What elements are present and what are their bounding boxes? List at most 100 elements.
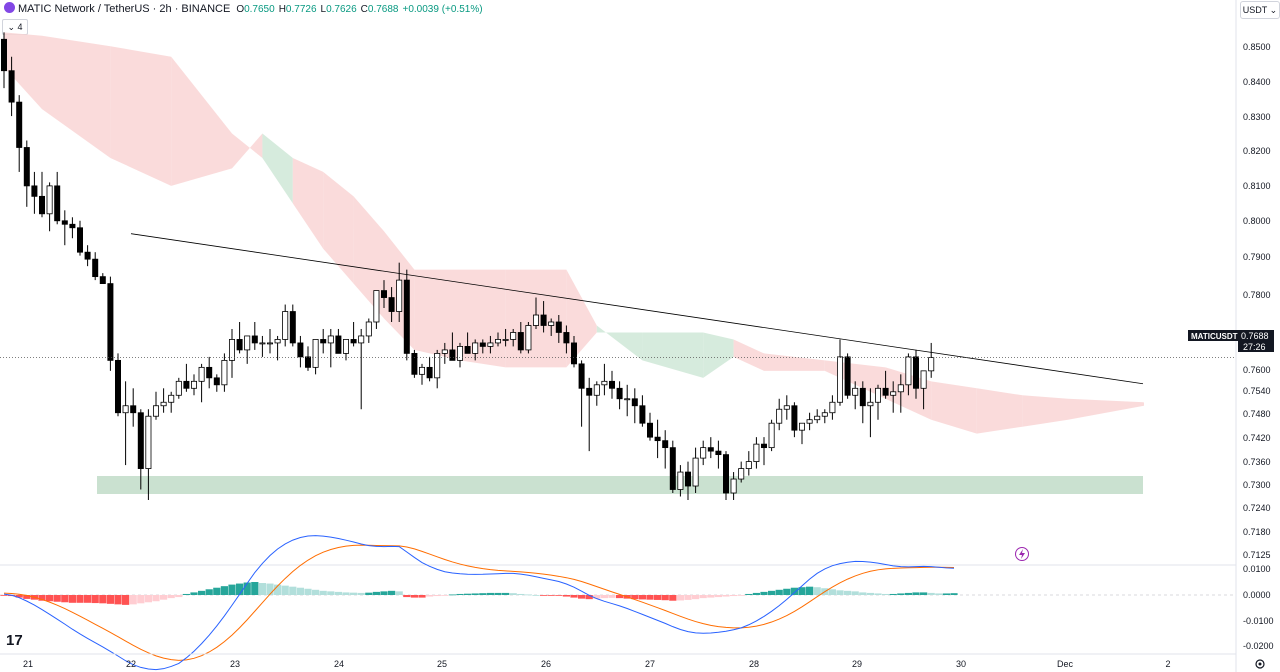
candle (464, 332, 471, 354)
change-value: +0.0039 (+0.51%) (402, 4, 483, 15)
time-tick-label: 25 (437, 659, 447, 669)
macd-line (3, 535, 955, 671)
candle (342, 339, 349, 361)
candle-body (84, 251, 91, 260)
candle (586, 377, 593, 452)
macd-hist-bar (486, 592, 494, 595)
candle-body (525, 325, 532, 351)
macd-hist-bar (585, 595, 593, 600)
candle (654, 419, 661, 459)
candle (829, 395, 836, 420)
candle-body (586, 387, 593, 396)
close-value: 0.7688 (367, 4, 399, 15)
macd-hist-bar (524, 594, 532, 596)
macd-hist-bar (160, 595, 168, 600)
macd-hist-bar (388, 590, 396, 595)
price-tick-label: 0.7540 (1243, 386, 1271, 396)
time-tick-label: 27 (645, 659, 655, 669)
candle-body (244, 335, 251, 351)
candle-body (373, 290, 380, 323)
candle (669, 440, 676, 493)
macd-hist-bar (479, 593, 487, 595)
candle (449, 332, 456, 361)
candle-body (533, 314, 540, 326)
candle-body (639, 405, 646, 424)
symbol-tag-bg (1188, 330, 1238, 341)
cloud-segment (1068, 398, 1144, 420)
macd-hist-bar (570, 595, 578, 598)
candle (799, 422, 806, 445)
macd-hist-bar (714, 595, 722, 598)
candle (525, 321, 532, 354)
macd-hist-bar (258, 583, 266, 595)
macd-hist-bar (616, 595, 624, 599)
open-value: 0.7650 (244, 4, 275, 15)
chevron-down-icon: ⌄ (1269, 5, 1278, 15)
chart-header: MATIC Network / TetherUS · 2h · BINANCE O… (0, 0, 1236, 18)
macd-hist-bar (813, 587, 821, 595)
macd-hist-bar (129, 595, 137, 605)
symbol-title[interactable]: MATIC Network / TetherUS · 2h · BINANCE (18, 3, 231, 15)
candle-body (571, 342, 578, 365)
cloud-segment (110, 46, 172, 186)
candle-body (723, 454, 730, 494)
gear-icon[interactable] (1254, 658, 1266, 670)
macd-hist-bar (760, 591, 768, 595)
macd-hist-bar (578, 595, 586, 599)
macd-hist-bar (380, 591, 388, 595)
time-tick-label: 24 (334, 659, 344, 669)
candle-body (601, 380, 608, 386)
macd-hist-bar (433, 595, 441, 597)
candle-body (928, 357, 935, 372)
macd-hist-bar (532, 595, 540, 596)
candle-body (69, 223, 76, 229)
candle-body (160, 401, 167, 407)
trendline (130, 233, 1144, 385)
candle-body (768, 422, 775, 449)
macd-hist-bar (889, 593, 897, 595)
cloud-segment (976, 388, 1023, 434)
candle-body (259, 342, 266, 345)
candle-body (426, 366, 433, 379)
candle-body (707, 447, 714, 452)
candle-body (510, 332, 517, 340)
candle-body (578, 363, 585, 389)
candle (137, 409, 144, 490)
candle-body (418, 366, 425, 375)
candle-body (897, 384, 904, 393)
candle-body (320, 339, 327, 344)
candle (624, 384, 631, 417)
macd-hist-bar (23, 595, 31, 599)
candle-body (282, 311, 289, 340)
cloud-segment (262, 133, 293, 204)
candle-body (913, 356, 920, 389)
candle-body (312, 339, 319, 368)
candle-body (715, 450, 722, 456)
macd-hist-bar (828, 589, 836, 595)
candle-body (289, 311, 296, 344)
candle-body (882, 387, 889, 396)
candle (540, 301, 547, 333)
tradingview-logo[interactable]: 17 (6, 632, 23, 649)
candle (206, 356, 213, 389)
ohlc-readout: O0.7650 H0.7726 L0.7626 C0.7688 +0.0039 (+0.… (236, 4, 483, 15)
candle (806, 412, 813, 431)
price-tick-label: 0.7420 (1243, 433, 1271, 443)
candle-body (844, 356, 851, 396)
currency-select[interactable]: USDT ⌄ (1240, 1, 1280, 19)
macd-hist-bar (494, 592, 502, 595)
macd-hist-bar (608, 595, 616, 598)
price-tick-label: 0.7240 (1243, 503, 1271, 513)
candle (0, 32, 7, 89)
candle (365, 318, 372, 343)
high-value: 0.7726 (285, 4, 317, 15)
macd-pane (0, 535, 1236, 671)
candle (487, 335, 494, 354)
macd-hist-bar (562, 595, 570, 597)
candle (274, 335, 281, 361)
indicators-collapse-button[interactable]: ⌄ 4 (2, 19, 28, 35)
candle-body (616, 387, 623, 400)
candle (631, 388, 638, 424)
